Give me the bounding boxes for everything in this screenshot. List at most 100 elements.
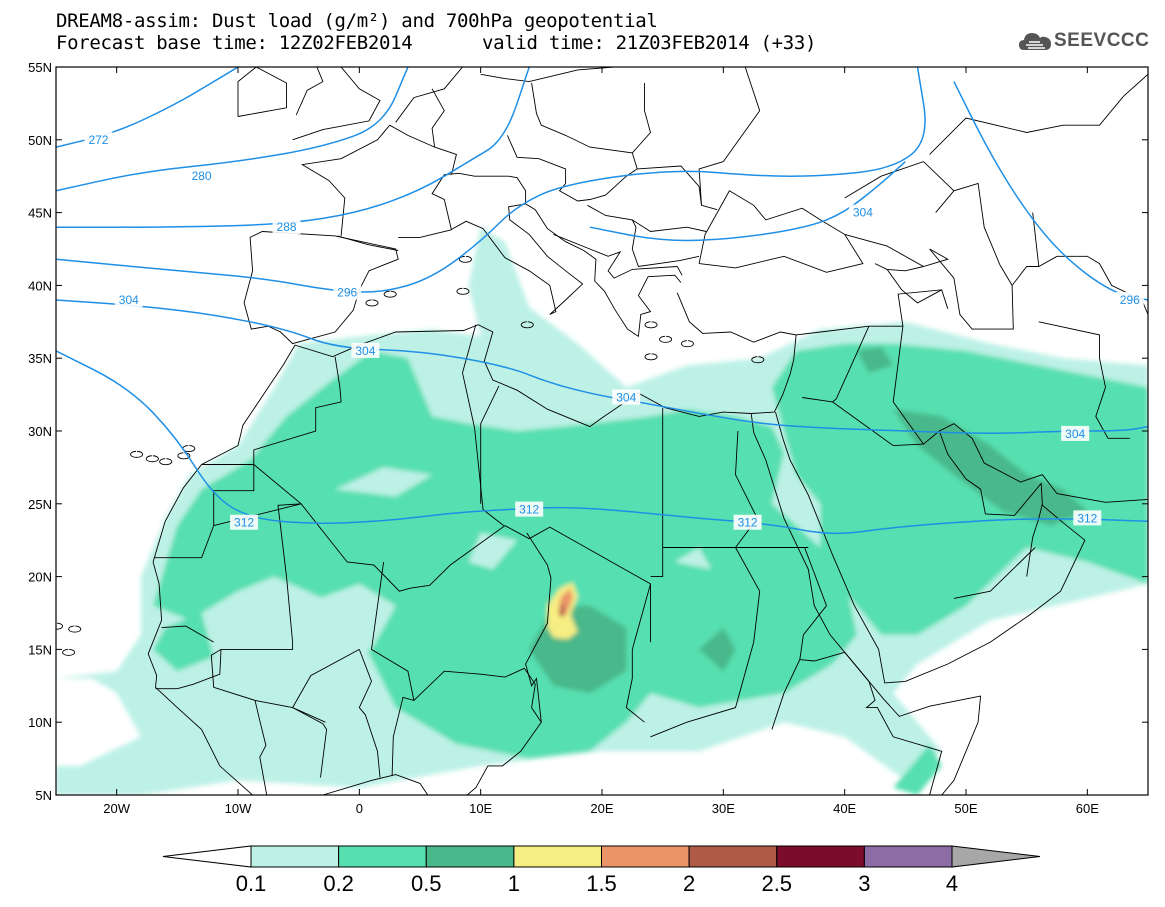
island-outline bbox=[680, 340, 694, 348]
island-outline bbox=[751, 356, 765, 364]
contour-label-bg bbox=[1061, 425, 1090, 441]
geopotential-contour-304 bbox=[589, 161, 906, 242]
colorbar-label: 4 bbox=[945, 871, 959, 896]
contour-label: 312 bbox=[738, 516, 758, 530]
lon-tick-label: 50E bbox=[954, 801, 977, 816]
island-outline bbox=[383, 290, 397, 298]
boundary-line bbox=[874, 263, 924, 272]
boundary-line bbox=[398, 203, 584, 315]
lat-tick-label: 45N bbox=[28, 206, 52, 221]
contour-label: 272 bbox=[88, 133, 108, 147]
boundary-line bbox=[832, 401, 924, 447]
boundary-line bbox=[631, 83, 651, 154]
dust-medium-sahara bbox=[153, 350, 857, 759]
contour-label-bg bbox=[848, 204, 877, 220]
contour-label-bg bbox=[612, 389, 641, 405]
boundary-line bbox=[395, 67, 463, 123]
island-outline bbox=[659, 335, 673, 343]
contour-label: 312 bbox=[519, 503, 539, 517]
boundary-line bbox=[389, 124, 457, 175]
colorbar-box bbox=[250, 845, 340, 868]
logo-text: SEEVCCC bbox=[1054, 30, 1150, 51]
lat-tick-label: 20N bbox=[28, 570, 52, 585]
dust-dark-iraq bbox=[856, 346, 894, 373]
boundary-line bbox=[358, 649, 381, 778]
boundary-line bbox=[291, 649, 360, 778]
contour-label: 312 bbox=[1077, 511, 1097, 525]
boundary-line bbox=[650, 407, 664, 578]
dust-load-field bbox=[56, 227, 1148, 795]
cloud-icon bbox=[1019, 33, 1051, 50]
colorbar-under-triangle bbox=[162, 845, 252, 868]
geopotential-contour-296 bbox=[56, 67, 926, 293]
boundary-line bbox=[897, 289, 949, 327]
boundary-line bbox=[155, 649, 222, 690]
boundary-line bbox=[698, 67, 761, 206]
contour-label: 304 bbox=[355, 344, 375, 358]
contour-labels: 272 280 288 296 304 304 304 304 304 296 312 312 312 3… bbox=[84, 131, 1144, 530]
boundary-line bbox=[480, 67, 615, 83]
contour-label: 304 bbox=[119, 293, 139, 307]
lat-tick-label: 40N bbox=[28, 278, 52, 293]
lat-tick-label: 55N bbox=[28, 60, 52, 75]
colorbar-box bbox=[601, 845, 690, 868]
island-outline bbox=[62, 648, 76, 656]
colorbar-box bbox=[688, 845, 778, 868]
island-outline bbox=[130, 450, 144, 458]
colorbar-box bbox=[863, 845, 953, 868]
boundary-line bbox=[782, 423, 1148, 684]
geopotential-contour-280 bbox=[56, 67, 409, 192]
geopotential-contour-296 bbox=[953, 81, 1148, 301]
colorbar-label: 0.5 bbox=[410, 871, 442, 896]
boundary-line bbox=[802, 326, 870, 403]
boundary-line bbox=[254, 699, 326, 723]
lon-tick-label: 60E bbox=[1076, 801, 1099, 816]
lat-tick-label: 50N bbox=[28, 133, 52, 148]
boundary-line bbox=[210, 642, 294, 795]
contour-label-bg bbox=[515, 501, 544, 517]
colorbar-label: 1 bbox=[507, 871, 520, 896]
dust-thin-area bbox=[468, 532, 518, 570]
forecast-base-time: Forecast base time: 12Z02FEB2014 bbox=[56, 32, 413, 54]
lon-tick-label: 0 bbox=[356, 801, 363, 816]
boundary-line bbox=[161, 625, 214, 643]
boundary-line bbox=[295, 67, 324, 116]
boundary-line bbox=[431, 88, 445, 148]
boundary-line bbox=[953, 547, 1036, 599]
boundary-line bbox=[844, 233, 949, 267]
boundary-line bbox=[253, 464, 651, 643]
contour-label-bg bbox=[230, 514, 259, 530]
valid-time: valid time: 21Z03FEB2014 (+33) bbox=[482, 32, 817, 54]
geopotential-contour-288 bbox=[56, 67, 530, 228]
boundary-line bbox=[929, 73, 1148, 155]
colorbar-label: 3 bbox=[858, 871, 871, 896]
dust-thin-area bbox=[335, 467, 433, 497]
contour-label: 312 bbox=[234, 516, 254, 530]
contour-label-bg bbox=[1115, 291, 1144, 307]
island-outline bbox=[644, 353, 658, 361]
lat-tick-label: 25N bbox=[28, 497, 52, 512]
boundary-line bbox=[844, 161, 955, 199]
boundary-line bbox=[147, 292, 797, 795]
dust-thin-area bbox=[238, 583, 396, 657]
lat-tick-label: 5N bbox=[35, 788, 52, 803]
boundary-line bbox=[553, 233, 678, 279]
colorbar-label: 2.5 bbox=[761, 871, 793, 896]
boundary-line bbox=[632, 219, 707, 232]
colorbar-label: 0.1 bbox=[235, 871, 267, 896]
lon-tick-label: 10W bbox=[225, 801, 252, 816]
boundary-line bbox=[886, 269, 942, 304]
boundary-line bbox=[1038, 321, 1130, 439]
colorbar-label: 1.5 bbox=[586, 871, 617, 896]
boundary-line bbox=[431, 172, 527, 231]
lon-tick-label: 20W bbox=[103, 801, 130, 816]
geopotential-contour-272 bbox=[56, 67, 239, 148]
contour-label: 304 bbox=[853, 206, 873, 220]
boundary-line bbox=[337, 235, 399, 251]
boundary-line bbox=[462, 324, 504, 526]
boundary-line bbox=[243, 231, 399, 345]
contour-label: 280 bbox=[192, 169, 212, 183]
contour-label-bg bbox=[84, 131, 113, 147]
contour-label-bg bbox=[333, 284, 362, 300]
